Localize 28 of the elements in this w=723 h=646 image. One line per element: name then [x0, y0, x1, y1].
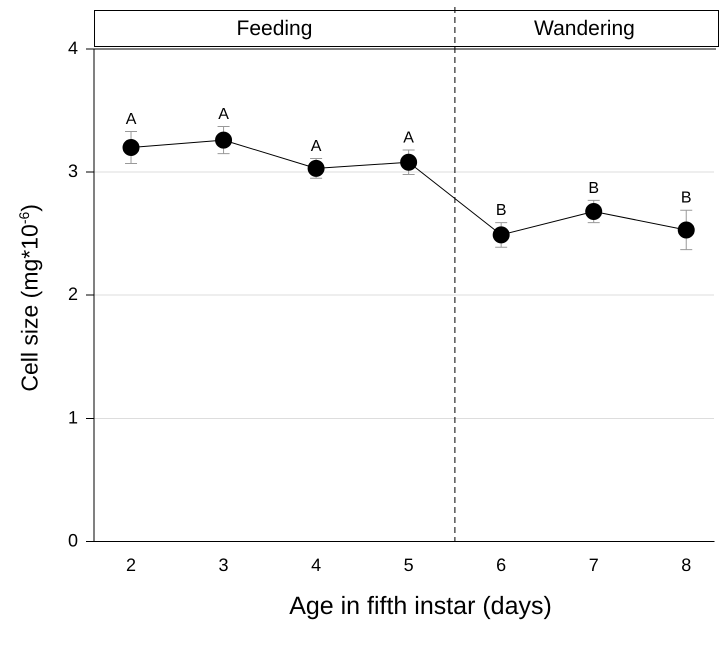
point — [400, 154, 418, 171]
x-tick-label: 4 — [311, 555, 322, 576]
y-tick-label: 1 — [68, 407, 78, 428]
annotation: A — [126, 110, 137, 128]
annotation: B — [588, 180, 600, 197]
y-tick-label: 3 — [68, 161, 78, 182]
point — [492, 226, 510, 244]
y-tick-label: 2 — [68, 284, 78, 304]
x-axis-title: Age in fifth instar (days) — [288, 592, 553, 621]
annotation: A — [218, 106, 230, 123]
y-tick-label: 4 — [68, 38, 78, 58]
x-tick-label: 5 — [404, 555, 414, 576]
x-tick-label: 7 — [588, 555, 599, 576]
text: Feeding — [236, 16, 312, 40]
x-tick-label: 8 — [681, 555, 692, 576]
point — [215, 132, 232, 149]
x-tick-label: 2 — [126, 555, 136, 576]
annotation: B — [680, 190, 692, 207]
x-tick-label: 6 — [496, 555, 506, 576]
annotation: B — [496, 202, 507, 219]
x-tick-label: 3 — [218, 555, 229, 576]
text: Wandering — [534, 16, 635, 40]
annotation: A — [403, 129, 414, 146]
point — [585, 202, 602, 220]
point — [122, 138, 140, 156]
point — [678, 221, 695, 238]
y-tick-label: 0 — [68, 530, 78, 550]
annotation: A — [310, 138, 322, 155]
